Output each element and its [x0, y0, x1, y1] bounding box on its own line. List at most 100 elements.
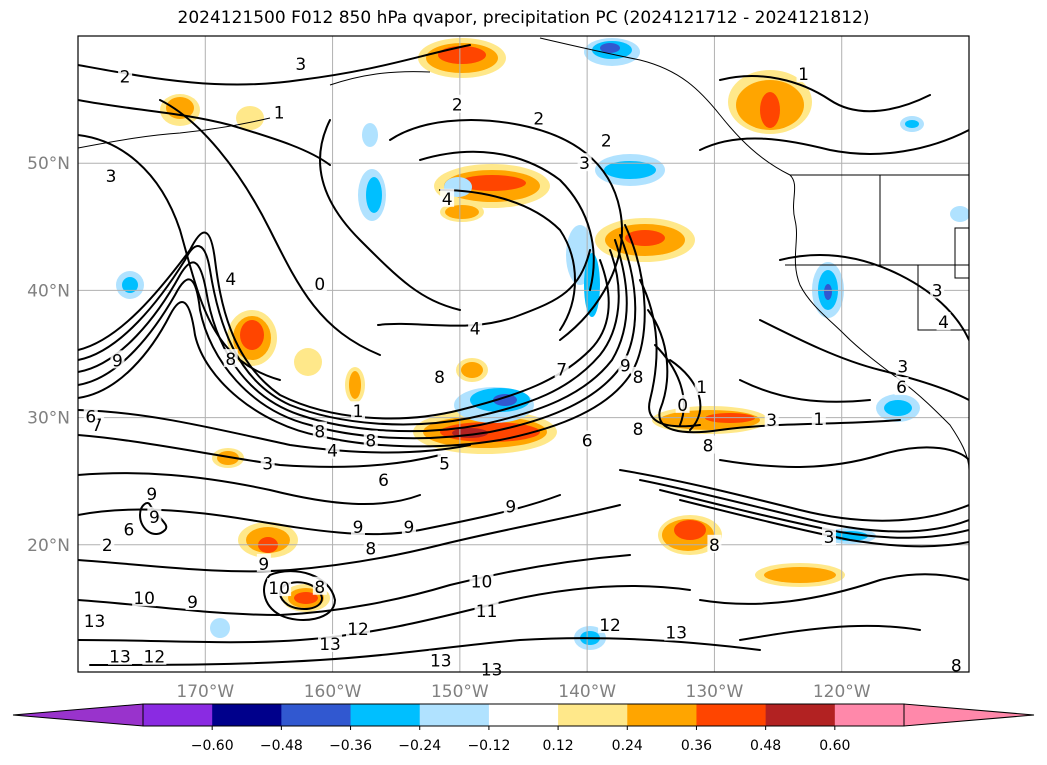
- contour-label-bg: [185, 592, 200, 611]
- map-frame: [77, 35, 970, 673]
- contour-label: 1: [353, 402, 364, 422]
- contour-label: 8: [314, 423, 325, 443]
- colorbar-extend-min: [12, 703, 144, 727]
- contour-label-bg: [707, 534, 722, 553]
- contour-label: 0: [677, 396, 688, 416]
- contour-label-bg: [531, 108, 546, 127]
- colorbar-box: [212, 704, 282, 726]
- lon-tick-label: 130°W: [686, 682, 744, 702]
- contour-label-bg: [631, 419, 646, 438]
- contour-label-bg: [437, 453, 452, 472]
- lat-tick-label: 30°N: [27, 409, 70, 429]
- contour-label-bg: [479, 659, 504, 678]
- contour-label: 0: [314, 275, 325, 295]
- contour-label-bg: [618, 355, 633, 374]
- contour-label: 10: [471, 573, 493, 593]
- colorbar-tick-label: 0.48: [750, 738, 781, 754]
- contour-label: 9: [149, 508, 160, 528]
- contour-label-bg: [577, 153, 592, 172]
- contour-label: 8: [365, 540, 376, 560]
- colorbar-box: [765, 704, 836, 726]
- contour-label-bg: [401, 516, 416, 535]
- contour-label: 3: [262, 454, 273, 474]
- contour-label: 9: [187, 593, 198, 613]
- contour-label: 4: [442, 190, 453, 210]
- colorbar-box: [558, 704, 628, 726]
- contour-label-bg: [631, 366, 646, 385]
- colorbar-tick-label: 0.36: [681, 738, 712, 754]
- contour-label-bg: [701, 435, 716, 454]
- contour-label: 13: [319, 635, 341, 655]
- contour-label: 3: [106, 167, 117, 187]
- colorbar-tick-label: 0.24: [612, 738, 643, 754]
- contour-label: 8: [633, 368, 644, 388]
- colorbar-box: [627, 704, 697, 726]
- contour-label: 10: [133, 589, 155, 609]
- contour-label-bg: [821, 527, 836, 546]
- contour-label-bg: [346, 618, 371, 637]
- contour-label-bg: [147, 506, 162, 525]
- contour-label-bg: [469, 571, 494, 590]
- contour-label-bg: [312, 421, 327, 440]
- contour-label: 7: [556, 360, 567, 380]
- contour-label: 13: [665, 624, 687, 644]
- contour-label: 12: [347, 620, 369, 640]
- contour-label-bg: [312, 576, 327, 595]
- contour-label: 8: [365, 431, 376, 451]
- contour-label: 10: [268, 579, 290, 599]
- colorbar-box: [696, 704, 767, 726]
- contour-label: 6: [378, 471, 389, 491]
- contour-label-bg: [554, 359, 569, 378]
- contour-label: 3: [766, 411, 777, 431]
- contour-label: 6: [582, 431, 593, 451]
- contour-label: 13: [430, 652, 452, 672]
- contour-label-bg: [83, 406, 98, 425]
- colorbar-tick-label: −0.12: [467, 738, 510, 754]
- contour-label-bg: [110, 350, 125, 369]
- contour-label: 1: [798, 65, 809, 85]
- contour-label: 1: [696, 378, 707, 398]
- contour-label-bg: [598, 614, 623, 633]
- contour-label: 2: [120, 68, 131, 88]
- contour-label-bg: [580, 430, 595, 449]
- contour-label-bg: [104, 165, 119, 184]
- contour-label: 3: [295, 55, 306, 75]
- contour-label-bg: [293, 53, 308, 72]
- colorbar-box: [419, 704, 490, 726]
- contour-label: 8: [225, 350, 236, 370]
- contour-label: 13: [84, 612, 106, 632]
- contour-label-bg: [363, 538, 378, 557]
- contour-label: 3: [824, 528, 835, 548]
- contour-label-bg: [930, 280, 945, 299]
- contour-label-bg: [503, 496, 518, 515]
- coastlines: [78, 37, 969, 471]
- contour-label: 8: [633, 420, 644, 440]
- colorbar-extend-max: [903, 703, 1035, 727]
- contour-label-bg: [100, 534, 115, 553]
- lon-tick-label: 140°W: [558, 682, 616, 702]
- contour-label-bg: [949, 655, 964, 674]
- colorbar-tick-label: 0.12: [543, 738, 574, 754]
- contour-label: 2: [452, 96, 463, 116]
- contour-label-bg: [223, 268, 238, 287]
- contour-label-bg: [450, 94, 465, 113]
- longitude-labels: 170°W 160°W 150°W 140°W 130°W 120°W: [176, 682, 870, 702]
- contour-label: 9: [620, 356, 631, 376]
- latitude-labels: 50°N 40°N 30°N 20°N: [27, 154, 70, 556]
- lon-tick-label: 170°W: [176, 682, 234, 702]
- contour-label: 1: [274, 103, 285, 123]
- contour-label: 2: [601, 131, 612, 151]
- colorbar-box: [143, 704, 213, 726]
- lon-tick-label: 160°W: [304, 682, 362, 702]
- contour-label-bg: [894, 377, 909, 396]
- contour-label: 9: [258, 555, 269, 575]
- colorbar-outline: [142, 703, 905, 727]
- contour-label-bg: [318, 634, 343, 653]
- contour-label: 8: [703, 437, 714, 457]
- contour-label: 4: [327, 442, 338, 462]
- contour-label-bg: [121, 519, 136, 538]
- contour-label: 9: [505, 498, 516, 518]
- contour-label: 9: [146, 485, 157, 505]
- contour-label-bg: [440, 188, 455, 207]
